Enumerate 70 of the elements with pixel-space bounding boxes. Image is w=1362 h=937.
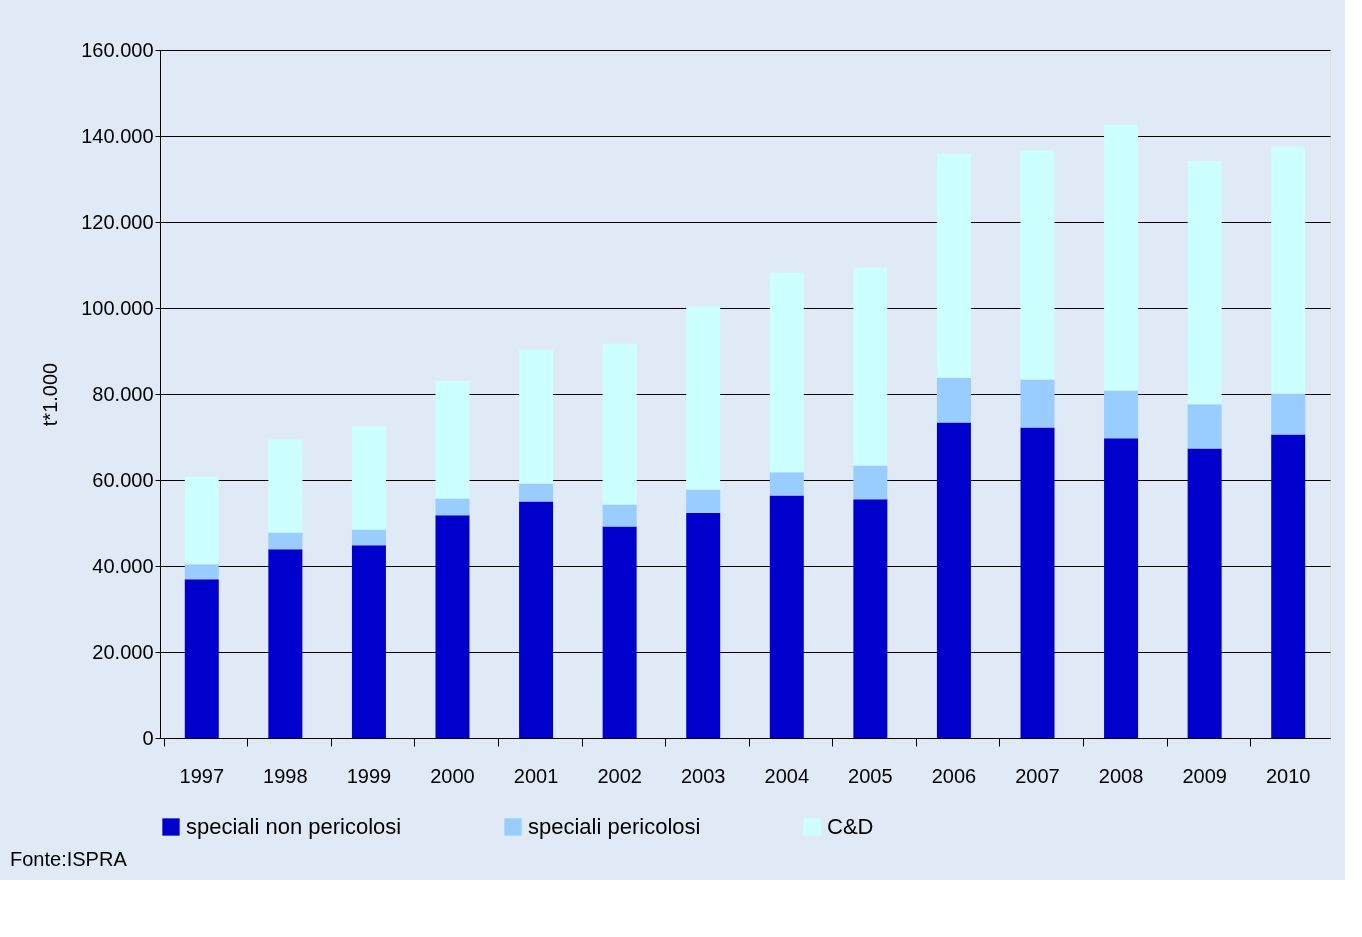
y-tick-label: 40.000 bbox=[92, 554, 154, 577]
bar bbox=[1187, 404, 1222, 449]
bar bbox=[519, 483, 554, 502]
legend-label: C&D bbox=[827, 814, 874, 839]
bar bbox=[602, 504, 637, 527]
bar bbox=[351, 545, 386, 738]
bar bbox=[769, 472, 804, 496]
y-tick-label: 120.000 bbox=[81, 210, 154, 233]
bar bbox=[1271, 393, 1306, 435]
bar bbox=[936, 377, 971, 423]
bar bbox=[435, 515, 470, 738]
x-tick-label: 2003 bbox=[680, 764, 726, 787]
bar bbox=[1104, 438, 1139, 738]
x-tick-label: 2000 bbox=[430, 764, 475, 787]
bar bbox=[686, 306, 721, 490]
y-tick-label: 100.000 bbox=[81, 296, 154, 319]
x-tick-label: 2008 bbox=[1098, 764, 1144, 787]
bar bbox=[351, 426, 386, 530]
x-tick-label: 2007 bbox=[1015, 764, 1060, 787]
x-tick-label: 2002 bbox=[597, 764, 642, 787]
bar bbox=[351, 529, 386, 546]
bar bbox=[936, 153, 971, 378]
y-tick-label: 0 bbox=[142, 726, 154, 749]
bar bbox=[1271, 146, 1306, 394]
bar bbox=[853, 267, 888, 466]
bar bbox=[1104, 390, 1139, 439]
y-tick-label: 60.000 bbox=[92, 468, 154, 491]
bar bbox=[686, 489, 721, 514]
bar bbox=[435, 380, 470, 499]
x-tick-label: 2010 bbox=[1265, 764, 1311, 787]
x-tick-label: 2001 bbox=[513, 764, 559, 787]
bar bbox=[936, 422, 971, 738]
bar bbox=[1020, 427, 1055, 738]
x-tick-label: 2004 bbox=[764, 764, 810, 787]
y-tick-label: 20.000 bbox=[92, 640, 154, 663]
bar bbox=[1020, 150, 1055, 380]
x-tick-label: 2005 bbox=[848, 764, 893, 787]
legend-label: speciali pericolosi bbox=[528, 814, 701, 839]
bar bbox=[184, 476, 219, 565]
bar bbox=[602, 343, 637, 505]
bar bbox=[519, 501, 554, 738]
bar bbox=[1187, 448, 1222, 738]
bar bbox=[686, 513, 721, 738]
x-tick-label: 1997 bbox=[179, 764, 225, 787]
bar bbox=[184, 564, 219, 580]
bar bbox=[1020, 379, 1055, 428]
y-tick-label: 140.000 bbox=[81, 124, 154, 147]
source-note: Fonte:ISPRA bbox=[10, 848, 128, 870]
bar bbox=[184, 579, 219, 738]
y-tick-label: 80.000 bbox=[92, 382, 154, 405]
x-tick-label: 2006 bbox=[931, 764, 977, 787]
bar bbox=[1271, 434, 1306, 738]
bar bbox=[602, 526, 637, 738]
bar bbox=[519, 349, 554, 484]
bar bbox=[268, 532, 303, 550]
bar bbox=[268, 549, 303, 738]
bar bbox=[853, 499, 888, 738]
bar bbox=[1187, 160, 1222, 405]
bar bbox=[268, 439, 303, 533]
y-tick-label: 160.000 bbox=[81, 38, 154, 61]
legend-label: speciali non pericolosi bbox=[186, 814, 402, 839]
x-tick-label: 1998 bbox=[263, 764, 308, 787]
bar bbox=[1104, 124, 1139, 391]
x-tick-label: 1999 bbox=[346, 764, 392, 787]
bar bbox=[853, 465, 888, 500]
bar bbox=[769, 495, 804, 738]
bar bbox=[769, 272, 804, 473]
bar bbox=[435, 498, 470, 516]
x-tick-label: 2009 bbox=[1182, 764, 1227, 787]
y-axis-title: t*1.000 bbox=[39, 362, 62, 427]
